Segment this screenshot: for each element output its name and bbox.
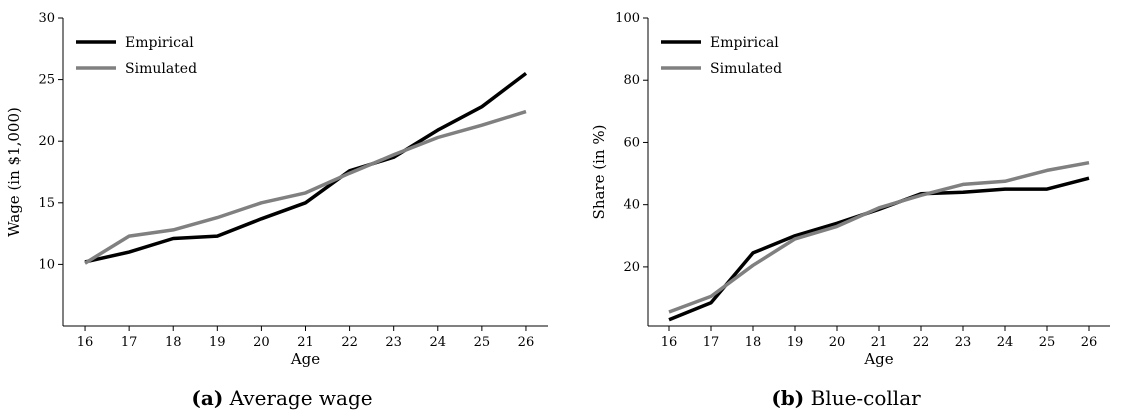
y-tick-label: 80 xyxy=(623,73,640,88)
chart-caption-wage: (a) Average wage xyxy=(0,386,564,410)
x-tick-label: 23 xyxy=(385,335,402,350)
legend-label-simulated: Simulated xyxy=(710,61,782,77)
x-tick-label: 21 xyxy=(871,335,888,350)
series-line-empirical xyxy=(668,176,1090,322)
x-tick-label: 19 xyxy=(209,335,226,350)
y-tick-label: 10 xyxy=(38,257,55,272)
legend-label-simulated: Simulated xyxy=(125,61,197,77)
legend-label-empirical: Empirical xyxy=(125,35,194,51)
caption-tag: (b) xyxy=(771,386,805,410)
caption-tag: (a) xyxy=(191,386,224,410)
x-tick-label: 16 xyxy=(661,335,678,350)
x-tick-label: 19 xyxy=(787,335,804,350)
y-tick-label: 60 xyxy=(623,135,640,150)
wage-chart: 16 17 18 19 20 21 22 23 24 25 26 10 15 20 25 30 Age Wage … xyxy=(5,11,548,368)
y-tick-label: 25 xyxy=(38,73,55,88)
chart-panel-wage: 16 17 18 19 20 21 22 23 24 25 26 10 15 20 25 30 Age Wage … xyxy=(0,0,564,419)
x-tick-label: 24 xyxy=(429,335,446,350)
y-axis-label: Share (in %) xyxy=(590,125,608,220)
x-tick-label: 21 xyxy=(297,335,314,350)
caption-text: Average wage xyxy=(229,386,373,410)
x-tick-label: 22 xyxy=(341,335,358,350)
x-tick-label: 16 xyxy=(77,335,94,350)
chart-caption-blue-collar: (b) Blue-collar xyxy=(564,386,1128,410)
series-line-simulated xyxy=(668,160,1090,314)
y-tick-label: 15 xyxy=(38,196,55,211)
x-axis-label: Age xyxy=(863,350,893,368)
x-tick-label: 26 xyxy=(1081,335,1098,350)
y-tick-label: 100 xyxy=(615,11,640,26)
x-tick-label: 25 xyxy=(474,335,491,350)
x-axis-label: Age xyxy=(290,350,320,368)
x-tick-label: 24 xyxy=(997,335,1014,350)
x-tick-label: 25 xyxy=(1039,335,1056,350)
series-line-empirical xyxy=(84,72,528,264)
x-tick-label: 26 xyxy=(518,335,535,350)
x-tick-label: 20 xyxy=(829,335,846,350)
x-tick-label: 17 xyxy=(703,335,720,350)
series-line-simulated xyxy=(84,109,527,265)
caption-text: Blue-collar xyxy=(810,386,921,410)
x-tick-label: 18 xyxy=(165,335,182,350)
chart-panel-blue-collar: 16 17 18 19 20 21 22 23 24 25 26 20 40 60 80 100 Age Shar… xyxy=(564,0,1128,419)
x-tick-label: 22 xyxy=(913,335,930,350)
y-axis-label: Wage (in $1,000) xyxy=(5,107,23,237)
y-tick-label: 20 xyxy=(38,134,55,149)
y-tick-label: 20 xyxy=(623,260,640,275)
legend-label-empirical: Empirical xyxy=(710,35,779,51)
blue-collar-chart: 16 17 18 19 20 21 22 23 24 25 26 20 40 60 80 100 Age Shar… xyxy=(590,11,1110,368)
x-tick-label: 17 xyxy=(121,335,138,350)
x-tick-label: 18 xyxy=(745,335,762,350)
x-tick-label: 20 xyxy=(253,335,270,350)
x-tick-label: 23 xyxy=(955,335,972,350)
y-tick-label: 40 xyxy=(623,198,640,213)
y-tick-label: 30 xyxy=(38,11,55,26)
